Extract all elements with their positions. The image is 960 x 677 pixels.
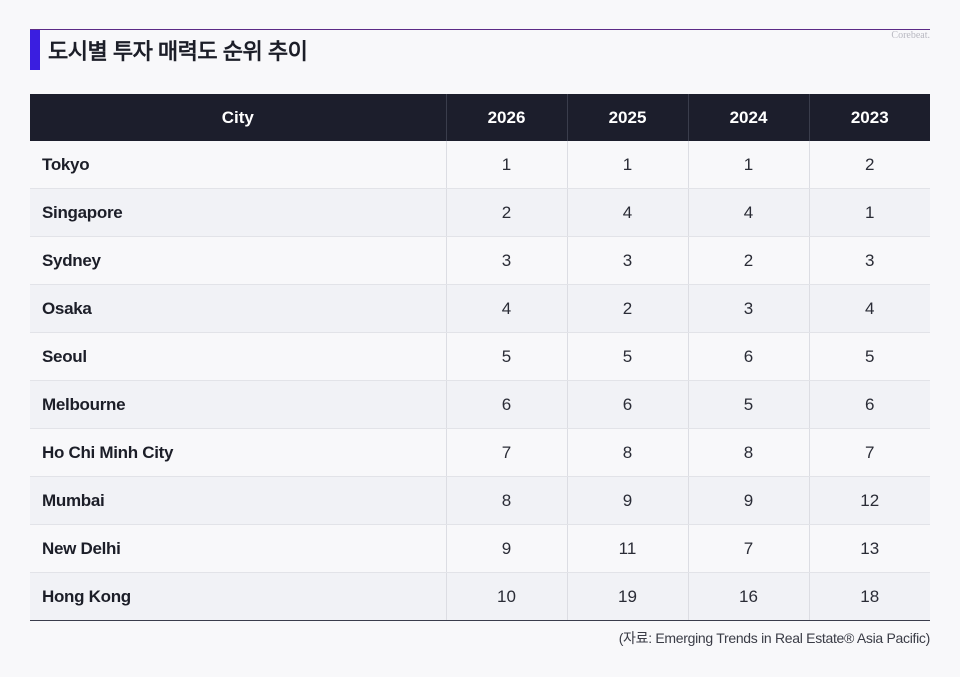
rank-cell: 1	[566, 141, 688, 189]
rank-cell: 6	[566, 380, 688, 429]
city-name-cell: Seoul	[30, 332, 446, 381]
rank-cell: 9	[566, 476, 688, 525]
title-block: 도시별 투자 매력도 순위 추이	[30, 30, 308, 70]
table-row: Tokyo 1 1 1 2	[30, 141, 930, 189]
rank-cell: 13	[808, 524, 930, 573]
rank-cell: 3	[687, 284, 809, 333]
rank-cell: 3	[566, 236, 688, 285]
rank-cell: 3	[808, 236, 930, 285]
rank-cell: 6	[445, 380, 567, 429]
rank-cell: 5	[808, 332, 930, 381]
rank-cell: 1	[445, 141, 567, 189]
rank-cell: 4	[445, 284, 567, 333]
rank-cell: 5	[445, 332, 567, 381]
rank-cell: 10	[445, 572, 567, 621]
rank-cell: 6	[687, 332, 809, 381]
table-row: New Delhi 9 11 7 13	[30, 524, 930, 573]
table-row: Singapore 2 4 4 1	[30, 188, 930, 237]
rank-cell: 2	[687, 236, 809, 285]
brand-logo: Corebeat.	[891, 30, 930, 41]
table-row: Seoul 5 5 6 5	[30, 332, 930, 381]
rank-cell: 4	[687, 188, 809, 237]
source-note: (자료: Emerging Trends in Real Estate® Asi…	[618, 630, 931, 646]
city-name-cell: New Delhi	[30, 524, 446, 573]
rank-cell: 19	[566, 572, 688, 621]
table-row: Melbourne 6 6 5 6	[30, 380, 930, 429]
rank-cell: 8	[445, 476, 567, 525]
header-row: City 2026 2025 2024 2023	[30, 94, 930, 141]
city-name-cell: Mumbai	[30, 476, 446, 525]
rank-cell: 8	[687, 428, 809, 477]
rank-cell: 7	[808, 428, 930, 477]
rank-cell: 1	[687, 141, 809, 189]
rank-cell: 9	[445, 524, 567, 573]
column-header-city: City	[30, 94, 446, 141]
rank-cell: 4	[808, 284, 930, 333]
table-row: Mumbai 8 9 9 12	[30, 476, 930, 525]
city-name-cell: Singapore	[30, 188, 446, 237]
rank-cell: 5	[566, 332, 688, 381]
city-name-cell: Osaka	[30, 284, 446, 333]
rank-cell: 18	[808, 572, 930, 621]
rank-cell: 2	[445, 188, 567, 237]
rank-cell: 2	[566, 284, 688, 333]
rank-cell: 9	[687, 476, 809, 525]
rank-cell: 7	[687, 524, 809, 573]
table-row: Osaka 4 2 3 4	[30, 284, 930, 333]
city-name-cell: Tokyo	[30, 141, 446, 189]
rank-cell: 7	[445, 428, 567, 477]
rank-cell: 16	[687, 572, 809, 621]
rank-cell: 8	[566, 428, 688, 477]
city-name-cell: Melbourne	[30, 380, 446, 429]
rank-cell: 2	[808, 141, 930, 189]
rank-cell: 6	[808, 380, 930, 429]
page-title: 도시별 투자 매력도 순위 추이	[48, 39, 308, 64]
rank-cell: 4	[566, 188, 688, 237]
city-name-cell: Sydney	[30, 236, 446, 285]
column-header-year: 2026	[445, 94, 567, 141]
city-name-cell: Hong Kong	[30, 572, 446, 621]
column-header-year: 2023	[808, 94, 930, 141]
rank-cell: 11	[566, 524, 688, 573]
rank-cell: 5	[687, 380, 809, 429]
rank-cell: 1	[808, 188, 930, 237]
table-header: City 2026 2025 2024 2023	[30, 94, 930, 141]
table-row: Sydney 3 3 2 3	[30, 236, 930, 285]
top-rule	[30, 29, 930, 30]
table-row: Ho Chi Minh City 7 8 8 7	[30, 428, 930, 477]
table-body: Tokyo 1 1 1 2 Singapore 2 4 4 1 Sydney 3 3 2 3 Osaka 4 2 3…	[30, 141, 930, 621]
rank-cell: 12	[808, 476, 930, 525]
city-name-cell: Ho Chi Minh City	[30, 428, 446, 477]
title-accent-bar	[30, 30, 40, 70]
table-row: Hong Kong 10 19 16 18	[30, 572, 930, 621]
column-header-year: 2025	[566, 94, 688, 141]
rank-cell: 3	[445, 236, 567, 285]
column-header-year: 2024	[687, 94, 809, 141]
ranking-table: City 2026 2025 2024 2023 Tokyo 1 1 1 2 Singapore 2…	[30, 94, 930, 621]
